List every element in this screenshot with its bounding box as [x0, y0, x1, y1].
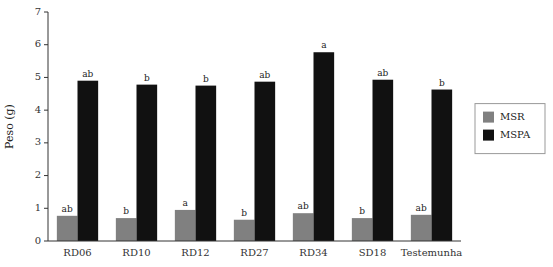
x-tick-label: RD12 — [181, 247, 209, 258]
y-tick-label: 7 — [35, 6, 41, 17]
y-tick — [44, 77, 48, 78]
bar — [137, 85, 158, 241]
x-tick-label: RD10 — [122, 247, 150, 258]
bar — [255, 82, 276, 241]
legend-label: MSR — [500, 111, 525, 122]
x-tick-label: RD27 — [240, 247, 268, 258]
bar — [314, 52, 335, 241]
significance-label: a — [321, 40, 327, 50]
x-axis — [48, 241, 461, 242]
y-tick-label: 0 — [35, 235, 41, 246]
y-tick-label: 3 — [35, 136, 41, 147]
y-tick-label: 5 — [35, 71, 41, 82]
bar — [352, 218, 373, 241]
significance-label: b — [439, 78, 445, 88]
legend-frame — [475, 104, 545, 154]
legend-swatch — [483, 130, 494, 141]
x-tick-label: RD06 — [63, 247, 91, 258]
y-tick — [44, 44, 48, 45]
y-tick — [44, 175, 48, 176]
significance-label: ab — [82, 69, 93, 79]
x-tick-label: Testemunha — [401, 247, 463, 258]
bar — [116, 218, 137, 241]
y-tick — [44, 12, 48, 13]
significance-label: b — [241, 208, 247, 218]
significance-label: b — [144, 73, 150, 83]
bar — [78, 81, 99, 241]
x-tick-label: SD18 — [359, 247, 387, 258]
significance-label: ab — [377, 68, 388, 78]
significance-label: b — [203, 74, 209, 84]
significance-label: ab — [298, 201, 309, 211]
bar — [196, 86, 217, 241]
bar — [234, 220, 255, 241]
bar — [293, 213, 314, 241]
bars — [57, 52, 452, 241]
y-tick — [44, 208, 48, 209]
significance-label: b — [123, 206, 129, 216]
y-tick — [44, 110, 48, 111]
legend-label: MSPA — [500, 129, 531, 140]
significance-label: ab — [416, 203, 427, 213]
y-tick-label: 4 — [35, 104, 41, 115]
significance-label: b — [359, 206, 365, 216]
bar — [175, 210, 196, 241]
y-tick — [44, 142, 48, 143]
significance-label: ab — [259, 70, 270, 80]
y-tick — [44, 241, 48, 242]
y-axis — [48, 12, 49, 241]
bar — [57, 216, 78, 241]
significance-label: ab — [62, 204, 73, 214]
legend-swatch — [483, 112, 494, 123]
legend: MSR MSPA — [475, 104, 545, 154]
y-tick-label: 6 — [35, 38, 41, 49]
bar — [432, 90, 453, 241]
significance-label: a — [182, 198, 188, 208]
chart: 01234567abbababbababbbabaabbRD06RD10RD12… — [0, 0, 553, 267]
x-tick-label: RD34 — [299, 247, 327, 258]
y-axis-label: Peso (g) — [3, 104, 16, 149]
y-tick-label: 1 — [35, 202, 41, 213]
bar — [373, 80, 394, 241]
bar — [411, 215, 432, 241]
y-tick-label: 2 — [35, 169, 41, 180]
